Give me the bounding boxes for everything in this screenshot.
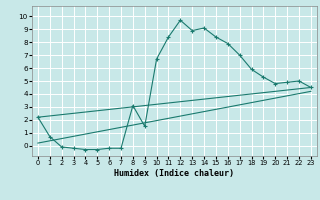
- X-axis label: Humidex (Indice chaleur): Humidex (Indice chaleur): [115, 169, 234, 178]
